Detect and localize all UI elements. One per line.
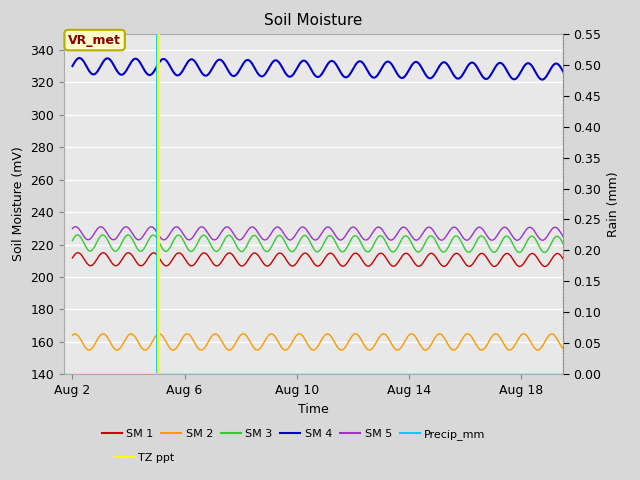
Y-axis label: Soil Moisture (mV): Soil Moisture (mV) — [12, 146, 25, 262]
Text: VR_met: VR_met — [68, 34, 121, 47]
Legend: TZ ppt: TZ ppt — [109, 448, 179, 467]
Title: Soil Moisture: Soil Moisture — [264, 13, 363, 28]
Y-axis label: Rain (mm): Rain (mm) — [607, 171, 620, 237]
X-axis label: Time: Time — [298, 403, 329, 416]
